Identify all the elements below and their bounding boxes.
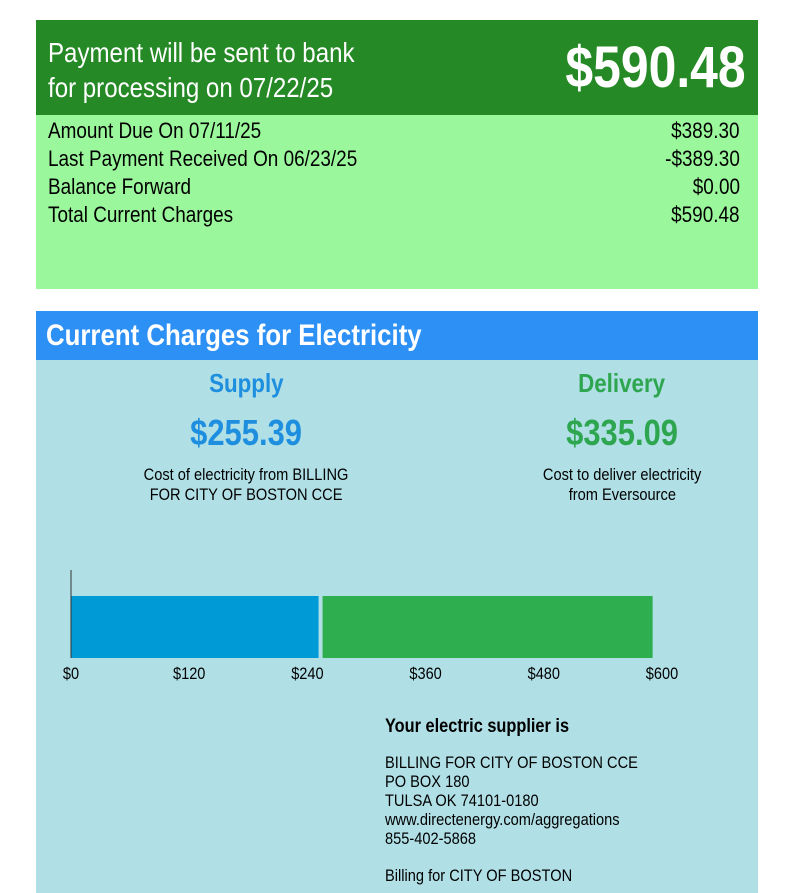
supplier-line: BILLING FOR CITY OF BOSTON CCE [385, 753, 638, 772]
supply-column: Supply $255.39 Cost of electricity from … [96, 368, 396, 505]
x-tick-label: $120 [173, 664, 205, 683]
summary-row: Balance Forward $0.00 [48, 173, 740, 201]
summary-label: Balance Forward [48, 174, 192, 199]
delivery-description-line-2: from Eversource [568, 485, 676, 504]
x-tick-label: $240 [291, 664, 323, 683]
delivery-title: Delivery [578, 368, 666, 398]
delivery-column: Delivery $335.09 Cost to deliver electri… [472, 368, 772, 505]
supplier-line: 855-402-5868 [385, 829, 477, 848]
summary-row: Total Current Charges $590.48 [48, 201, 740, 229]
delivery-description-line-1: Cost to deliver electricity [542, 465, 702, 484]
supply-description-line-2: FOR CITY OF BOSTON CCE [149, 485, 343, 504]
bar-segment-delivery [322, 596, 653, 658]
x-tick-label: $0 [63, 664, 79, 683]
electricity-section-header: Current Charges for Electricity [36, 311, 758, 360]
summary-value: $389.30 [671, 118, 740, 143]
summary-value: $0.00 [692, 174, 740, 199]
x-tick-label: $360 [409, 664, 441, 683]
electricity-panel: Supply $255.39 Cost of electricity from … [36, 360, 758, 893]
section-title: Current Charges for Electricity [46, 319, 422, 352]
supplier-footer: Billing for CITY OF BOSTON [385, 866, 573, 885]
account-summary: Amount Due On 07/11/25 $389.30 Last Paym… [36, 115, 758, 289]
payment-message: Payment will be sent to bank for process… [48, 35, 404, 105]
summary-label: Amount Due On 07/11/25 [48, 118, 262, 143]
supplier-line: www.directenergy.com/aggregations [385, 810, 620, 829]
supply-amount: $255.39 [190, 412, 302, 453]
supply-description-line-1: Cost of electricity from BILLING [143, 465, 349, 484]
x-tick-label: $600 [646, 664, 678, 683]
supplier-line: PO BOX 180 [385, 772, 470, 791]
summary-row: Last Payment Received On 06/23/25 -$389.… [48, 145, 740, 173]
payment-message-line-1: Payment will be sent to bank [48, 37, 355, 68]
delivery-amount: $335.09 [566, 412, 678, 453]
summary-label: Total Current Charges [48, 202, 234, 227]
charges-bar-chart: $0 $120 $240 $360 $480 $600 [63, 570, 678, 683]
supplier-line: TULSA OK 74101-0180 [385, 791, 539, 810]
supplier-info: Your electric supplier is BILLING FOR CI… [385, 716, 679, 885]
payment-message-line-2: for processing on 07/22/25 [48, 72, 334, 103]
x-tick-label: $480 [528, 664, 560, 683]
supply-title: Supply [208, 368, 284, 398]
supplier-heading: Your electric supplier is [385, 716, 570, 737]
summary-value: -$389.30 [665, 146, 740, 171]
payment-banner: Payment will be sent to bank for process… [36, 20, 758, 115]
bar-segment-supply [71, 596, 319, 658]
summary-row: Amount Due On 07/11/25 $389.30 [48, 117, 740, 145]
payment-amount: $590.48 [565, 35, 746, 100]
summary-value: $590.48 [671, 202, 740, 227]
summary-label: Last Payment Received On 06/23/25 [48, 146, 358, 171]
